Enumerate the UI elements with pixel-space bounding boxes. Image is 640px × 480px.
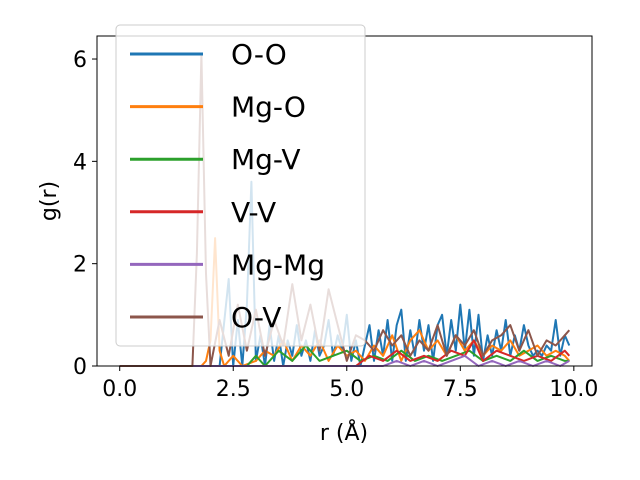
y-tick-label: 4 (73, 150, 87, 175)
y-tick-label: 0 (73, 355, 87, 380)
y-tick-label: 6 (73, 48, 87, 73)
x-axis-label: r (Å) (320, 419, 368, 446)
series-line-mg-o (119, 237, 571, 367)
x-tick-label: 2.5 (216, 377, 251, 402)
legend: O-O Mg-O Mg-V V-V Mg-Mg O-V (115, 24, 366, 347)
series-line-mg-mg (119, 354, 570, 367)
legend-label: Mg-O (231, 91, 306, 124)
x-tick-label: 5.0 (329, 377, 364, 402)
legend-item-o-o: O-O (130, 38, 287, 71)
y-ticks: 0 2 4 6 (73, 48, 97, 380)
x-tick-label: 10.0 (549, 377, 598, 402)
legend-item-mg-v: Mg-V (130, 143, 301, 176)
legend-items: O-O Mg-O Mg-V V-V Mg-Mg O-V (130, 38, 325, 334)
y-axis-label: g(r) (37, 181, 62, 221)
legend-label: O-O (231, 38, 287, 71)
legend-label: V-V (231, 196, 276, 229)
legend-box (115, 24, 366, 347)
legend-label: Mg-Mg (231, 248, 325, 281)
legend-label: Mg-V (231, 143, 301, 176)
x-ticks: 0.0 2.5 5.0 7.5 10.0 (102, 366, 598, 402)
x-tick-label: 0.0 (102, 377, 137, 402)
y-tick-label: 2 (73, 253, 87, 278)
legend-item-mg-mg: Mg-Mg (130, 248, 325, 281)
series-line-mg-v (119, 344, 570, 367)
x-tick-label: 7.5 (443, 377, 478, 402)
legend-item-mg-o: Mg-O (130, 91, 306, 124)
legend-item-v-v: V-V (130, 196, 276, 229)
legend-label: O-V (231, 301, 281, 334)
legend-item-o-v: O-V (130, 301, 281, 334)
